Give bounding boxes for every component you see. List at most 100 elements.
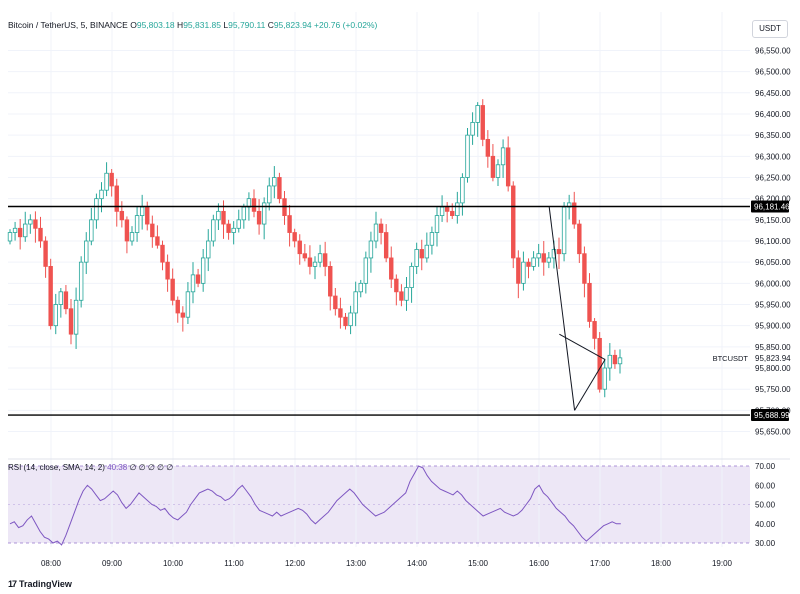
candle-body	[343, 316, 348, 327]
candle-body	[256, 210, 262, 225]
candle-body	[297, 240, 302, 255]
candle-body	[206, 240, 211, 259]
candle-body	[241, 206, 247, 221]
price-tick-label: 96,150.00	[755, 216, 791, 225]
candle-body	[251, 198, 257, 212]
candle-body	[414, 249, 419, 267]
candle-body	[394, 278, 399, 293]
time-axis[interactable]: 08:00 09:00 10:00 11:00 12:00 13:00 14:00 15:00…	[41, 559, 733, 568]
candle-body	[129, 232, 135, 242]
candle-body	[272, 177, 277, 187]
candle-body	[439, 206, 445, 216]
candle-body	[287, 215, 292, 233]
candle-body	[612, 354, 618, 365]
currency-button[interactable]: USDT	[752, 20, 788, 38]
candle-body	[53, 304, 58, 327]
candle-body	[617, 357, 623, 365]
candle-body	[546, 257, 552, 263]
candle-body	[267, 185, 272, 204]
symbol-price-label: BTCUSDT	[713, 354, 749, 363]
price-tick-label: 96,100.00	[755, 237, 791, 246]
candle-body	[328, 266, 333, 297]
candle-body	[587, 282, 592, 322]
price-tick-label: 95,850.00	[755, 343, 791, 352]
rsi-tick-label: 30.00	[755, 539, 776, 548]
candle-body	[602, 367, 607, 390]
candle-body	[475, 105, 480, 123]
candle-body	[302, 253, 308, 259]
candle-series	[7, 99, 623, 398]
candle-body	[516, 257, 521, 284]
rsi-tick-label: 60.00	[755, 481, 776, 490]
candle-body	[261, 202, 267, 225]
rsi-tick-label: 50.00	[755, 501, 776, 510]
price-tick-label: 96,550.00	[755, 46, 791, 55]
candle-body	[485, 138, 491, 157]
candle-body	[505, 147, 511, 187]
candle-body	[444, 206, 450, 212]
candle-body	[185, 291, 191, 318]
candle-body	[465, 134, 470, 178]
rsi-axis[interactable]: 70.00 60.00 50.00 40.00 30.00	[755, 462, 776, 548]
candle-body	[597, 337, 602, 390]
price-tick-label: 96,500.00	[755, 68, 791, 77]
rsi-tick-label: 70.00	[755, 462, 776, 471]
candle-body	[160, 244, 165, 263]
brand-name: TradingView	[19, 579, 72, 589]
candle-body	[307, 257, 313, 267]
time-tick-label: 10:00	[163, 559, 184, 568]
price-tick-label: 96,200.00	[755, 195, 791, 204]
candle-body	[216, 210, 221, 221]
candle-body	[511, 185, 516, 259]
candle-body	[333, 295, 338, 310]
candle-body	[211, 219, 216, 242]
candle-body	[277, 177, 282, 200]
candle-body	[353, 291, 358, 314]
time-tick-label: 18:00	[651, 559, 672, 568]
candle-body	[155, 236, 160, 246]
candle-body	[409, 266, 414, 288]
price-tick-label: 96,400.00	[755, 110, 791, 119]
tradingview-brand[interactable]: 17 TradingView	[8, 579, 72, 589]
price-tick-label: 95,650.00	[755, 428, 791, 437]
candle-body	[84, 240, 89, 263]
candle-body	[180, 312, 186, 318]
candle-body	[150, 223, 155, 238]
candle-body	[12, 227, 18, 233]
candle-body	[109, 172, 114, 187]
candle-body	[7, 232, 13, 242]
candle-body	[348, 312, 353, 327]
candle-body	[561, 206, 567, 255]
candle-body	[551, 249, 557, 259]
candle-body	[373, 223, 379, 242]
rsi-label: RSI (14, close, SMA, 14, 2)	[8, 463, 105, 472]
candle-body	[58, 291, 64, 305]
change-value: +20.76 (+0.02%)	[314, 20, 378, 30]
candle-body	[429, 232, 435, 246]
price-axis[interactable]: 96,550.00 96,500.00 96,450.00 96,400.00 96,3…	[713, 46, 792, 436]
symbol-title[interactable]: Bitcoin / TetherUS, 5, BINANCE	[8, 20, 128, 30]
time-tick-label: 17:00	[590, 559, 611, 568]
candle-body	[33, 219, 38, 229]
candle-body	[312, 261, 318, 267]
candle-body	[63, 291, 69, 310]
low-label: L	[223, 20, 229, 30]
high-label: H	[177, 20, 184, 30]
candle-body	[99, 189, 104, 200]
price-tick-label: 96,000.00	[755, 279, 791, 288]
rsi-legend[interactable]: RSI (14, close, SMA, 14, 2) 40.38 ∅ ∅ ∅ …	[8, 463, 173, 472]
time-tick-label: 09:00	[102, 559, 123, 568]
price-tick-label: 96,250.00	[755, 173, 791, 182]
price-tick-label: 95,950.00	[755, 301, 791, 310]
candle-body	[434, 215, 440, 233]
candle-body	[226, 223, 231, 233]
candle-body	[607, 354, 613, 369]
candle-body	[165, 261, 170, 280]
horizontal-line-label: 95,688.99	[754, 411, 790, 420]
candle-body	[17, 227, 23, 238]
candle-body	[363, 257, 369, 284]
price-tick-label: 95,900.00	[755, 322, 791, 331]
candle-body	[460, 177, 465, 204]
trend-line	[574, 359, 606, 411]
